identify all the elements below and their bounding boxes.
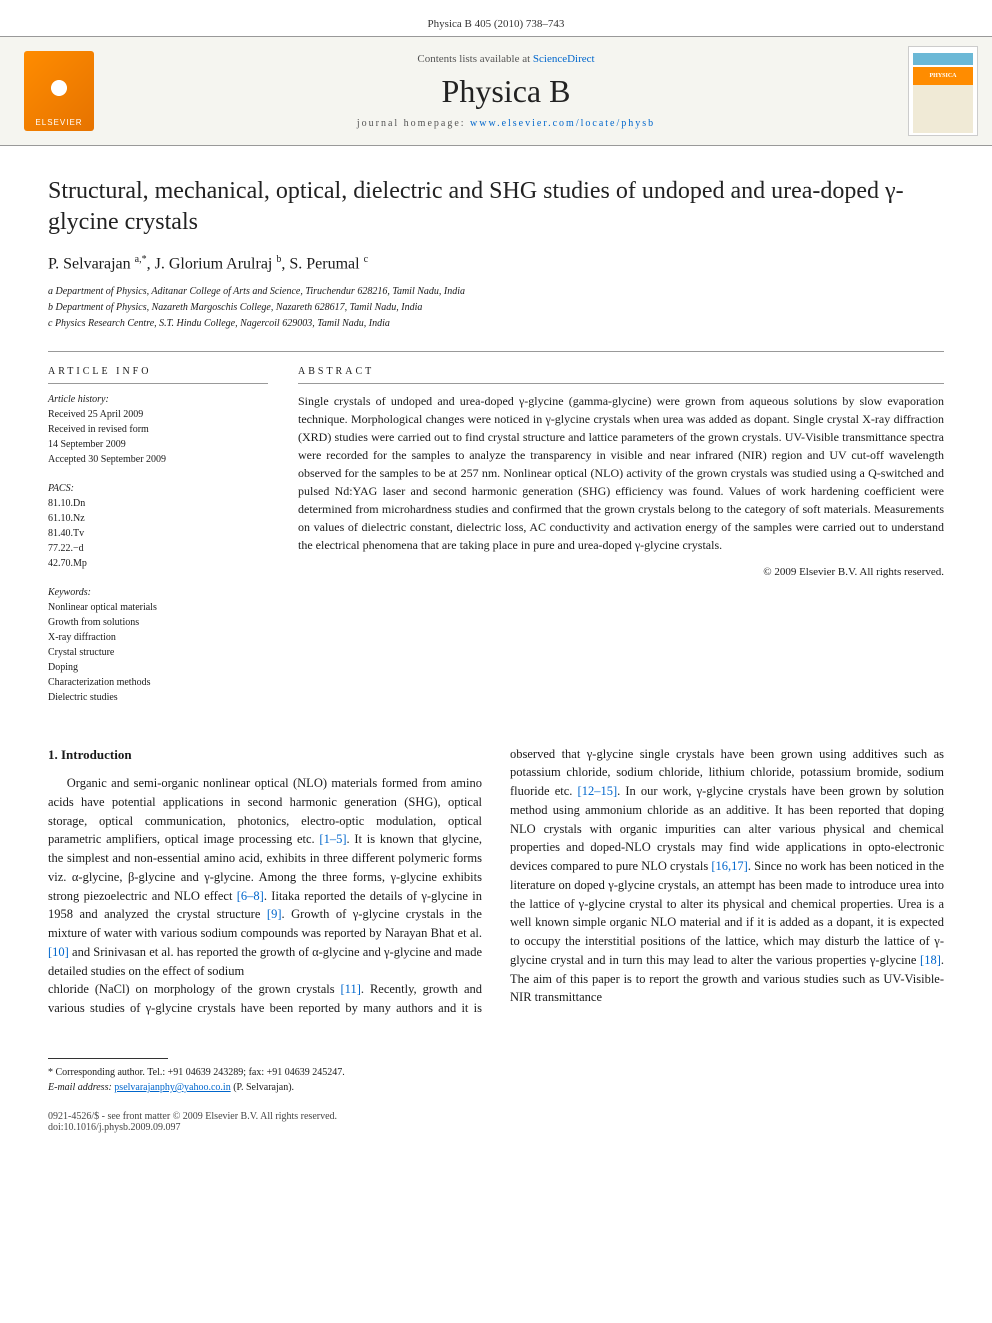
publisher-name: ELSEVIER [35,118,82,127]
journal-cover-thumb: PHYSICA [908,46,978,136]
affiliation-c: c Physics Research Centre, S.T. Hindu Co… [48,316,944,331]
article-info-heading: ARTICLE INFO [48,364,268,384]
affiliation-a: a Department of Physics, Aditanar Colleg… [48,284,944,299]
homepage-prefix: journal homepage: [357,118,470,129]
issn-line: 0921-4526/$ - see front matter © 2009 El… [48,1111,944,1122]
keyword: Characterization methods [48,675,268,690]
history-title: Article history: [48,392,268,407]
elsevier-logo: ELSEVIER [24,51,94,131]
keyword: Growth from solutions [48,615,268,630]
affiliation-b: b Department of Physics, Nazareth Margos… [48,300,944,315]
homepage-link[interactable]: www.elsevier.com/locate/physb [470,118,655,129]
banner-center: Contents lists available at ScienceDirec… [104,53,908,129]
cover-stripe-icon [913,53,973,65]
email-suffix: (P. Selvarajan). [231,1082,294,1093]
pacs-code: 42.70.Mp [48,556,268,571]
info-abstract-row: ARTICLE INFO Article history: Received 2… [48,351,944,719]
sciencedirect-link[interactable]: ScienceDirect [533,53,595,65]
cover-label: PHYSICA [913,67,973,85]
publisher-logo-block: ELSEVIER [14,51,104,131]
body-columns: 1. Introduction Organic and semi-organic… [48,745,944,1018]
article-info: ARTICLE INFO Article history: Received 2… [48,352,268,719]
keyword: Nonlinear optical materials [48,600,268,615]
keyword: Crystal structure [48,645,268,660]
pacs-title: PACS: [48,481,268,496]
body-paragraph-1: Organic and semi-organic nonlinear optic… [48,774,482,980]
pacs-code: 81.10.Dn [48,496,268,511]
keywords-title: Keywords: [48,585,268,600]
authors-line: P. Selvarajan a,*, J. Glorium Arulraj b,… [48,254,944,273]
contents-line: Contents lists available at ScienceDirec… [104,53,908,65]
history-line: Received in revised form [48,422,268,437]
citation-text: Physica B 405 (2010) 738–743 [428,18,565,30]
keywords-block: Keywords: Nonlinear optical materials Gr… [48,585,268,705]
abstract-text: Single crystals of undoped and urea-dope… [298,392,944,554]
article-history-block: Article history: Received 25 April 2009 … [48,392,268,467]
abstract-heading: ABSTRACT [298,364,944,384]
email-label: E-mail address: [48,1082,114,1093]
abstract: ABSTRACT Single crystals of undoped and … [298,352,944,719]
keyword: Dielectric studies [48,690,268,705]
email-link[interactable]: pselvarajanphy@yahoo.co.in [114,1082,230,1093]
history-line: Received 25 April 2009 [48,407,268,422]
pacs-block: PACS: 81.10.Dn 61.10.Nz 81.40.Tv 77.22.−… [48,481,268,571]
footnotes: * Corresponding author. Tel.: +91 04639 … [0,1065,992,1105]
homepage-line: journal homepage: www.elsevier.com/locat… [104,118,908,129]
email-line: E-mail address: pselvarajanphy@yahoo.co.… [48,1080,944,1095]
running-header: Physica B 405 (2010) 738–743 [0,0,992,36]
footer: 0921-4526/$ - see front matter © 2009 El… [0,1105,992,1153]
footnote-separator [48,1058,168,1059]
journal-banner: ELSEVIER Contents lists available at Sci… [0,36,992,146]
pacs-code: 61.10.Nz [48,511,268,526]
section-heading-intro: 1. Introduction [48,745,482,765]
doi-line: doi:10.1016/j.physb.2009.09.097 [48,1122,944,1133]
cover-body-icon [913,85,973,133]
article-title: Structural, mechanical, optical, dielect… [48,176,944,238]
pacs-code: 77.22.−d [48,541,268,556]
history-line: Accepted 30 September 2009 [48,452,268,467]
article-front: Structural, mechanical, optical, dielect… [0,146,992,1038]
keyword: Doping [48,660,268,675]
pacs-code: 81.40.Tv [48,526,268,541]
corresponding-author-note: * Corresponding author. Tel.: +91 04639 … [48,1065,944,1080]
keyword: X-ray diffraction [48,630,268,645]
affiliations: a Department of Physics, Aditanar Colleg… [48,284,944,331]
contents-prefix: Contents lists available at [417,53,532,65]
history-line: 14 September 2009 [48,437,268,452]
abstract-copyright: © 2009 Elsevier B.V. All rights reserved… [298,564,944,581]
elsevier-tree-icon [34,68,84,118]
journal-name: Physica B [104,73,908,110]
